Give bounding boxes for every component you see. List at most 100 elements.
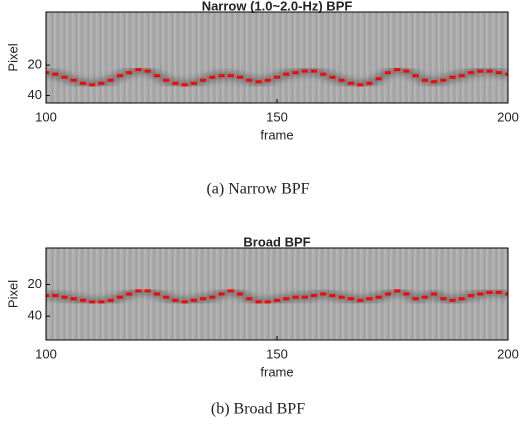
data-point — [505, 72, 508, 76]
data-point — [384, 71, 391, 75]
data-point — [283, 72, 290, 76]
x-tick-label: 200 — [497, 346, 519, 361]
data-point — [274, 298, 280, 302]
data-point — [190, 298, 197, 302]
data-point — [421, 295, 428, 299]
data-point — [144, 289, 151, 293]
data-point — [70, 78, 77, 82]
data-point — [468, 71, 475, 75]
plot-area — [46, 65, 508, 90]
x-tick-label: 150 — [266, 346, 288, 361]
chart-title: Broad BPF — [243, 234, 310, 249]
data-point — [412, 74, 419, 78]
data-point — [237, 75, 244, 79]
data-point — [347, 81, 354, 85]
data-point — [172, 81, 179, 85]
data-point — [458, 74, 465, 78]
data-point — [135, 289, 142, 293]
data-point — [61, 75, 68, 79]
caption: (a) Narrow BPF — [206, 181, 309, 198]
data-point — [320, 292, 327, 296]
data-point — [403, 69, 410, 73]
plot-background — [46, 12, 508, 103]
data-point — [449, 75, 456, 79]
data-point — [310, 294, 317, 298]
data-point — [227, 74, 234, 78]
data-point — [237, 292, 244, 296]
data-point — [255, 300, 262, 304]
data-point — [98, 300, 105, 304]
data-point — [495, 290, 502, 294]
data-point — [366, 81, 373, 85]
data-point — [505, 292, 508, 296]
x-tick-label: 150 — [266, 109, 288, 124]
data-point — [107, 78, 114, 82]
data-point — [89, 83, 96, 87]
data-point — [301, 69, 308, 73]
data-point — [89, 300, 96, 304]
data-point — [98, 81, 105, 85]
data-point — [495, 71, 502, 75]
data-point — [375, 77, 382, 81]
data-point — [366, 297, 373, 301]
data-point — [135, 68, 142, 72]
caption: (b) Broad BPF — [211, 401, 305, 418]
data-point — [431, 80, 438, 84]
y-axis-label: Pixel — [5, 280, 20, 308]
data-point — [440, 78, 447, 82]
data-point — [70, 297, 77, 301]
data-point — [338, 78, 345, 82]
x-tick-label: 200 — [497, 109, 519, 124]
data-point — [246, 297, 253, 301]
data-point — [255, 80, 262, 84]
data-point — [357, 83, 364, 87]
data-point — [79, 81, 86, 85]
y-tick-label: 40 — [28, 308, 42, 323]
y-tick-label: 40 — [28, 87, 42, 102]
data-point — [477, 69, 484, 73]
data-point — [79, 298, 86, 302]
data-point — [200, 297, 207, 301]
data-point — [172, 298, 179, 302]
data-point — [394, 289, 401, 293]
x-tick-label: 100 — [35, 109, 57, 124]
data-point — [347, 297, 354, 301]
data-point — [468, 294, 475, 298]
data-point — [338, 295, 345, 299]
data-point — [458, 297, 465, 301]
data-point — [357, 298, 364, 302]
data-point — [440, 297, 447, 301]
data-point — [153, 74, 160, 78]
data-point — [421, 78, 428, 82]
x-tick-label: 100 — [35, 346, 57, 361]
plot-frame — [45, 11, 509, 104]
data-point — [218, 74, 225, 78]
data-point — [52, 294, 59, 298]
data-point — [209, 75, 216, 79]
y-axis-label: Pixel — [5, 43, 20, 71]
data-point — [163, 78, 170, 82]
data-point — [46, 71, 49, 75]
y-tick-label: 20 — [28, 57, 42, 72]
data-point — [329, 294, 336, 298]
data-point — [394, 68, 401, 72]
data-point — [329, 75, 336, 79]
plot-frame — [45, 247, 509, 341]
data-point — [486, 290, 493, 294]
data-point — [163, 295, 170, 299]
y-tick-label: 20 — [28, 276, 42, 291]
data-point — [227, 289, 234, 293]
data-point — [384, 292, 391, 296]
data-point — [126, 292, 133, 296]
data-point — [46, 294, 49, 298]
data-point — [116, 74, 123, 78]
data-point — [320, 72, 327, 76]
data-point — [190, 81, 197, 85]
data-point — [486, 69, 493, 73]
data-point — [431, 292, 438, 296]
data-point — [449, 298, 456, 302]
data-point — [200, 78, 207, 82]
data-point — [52, 72, 59, 76]
